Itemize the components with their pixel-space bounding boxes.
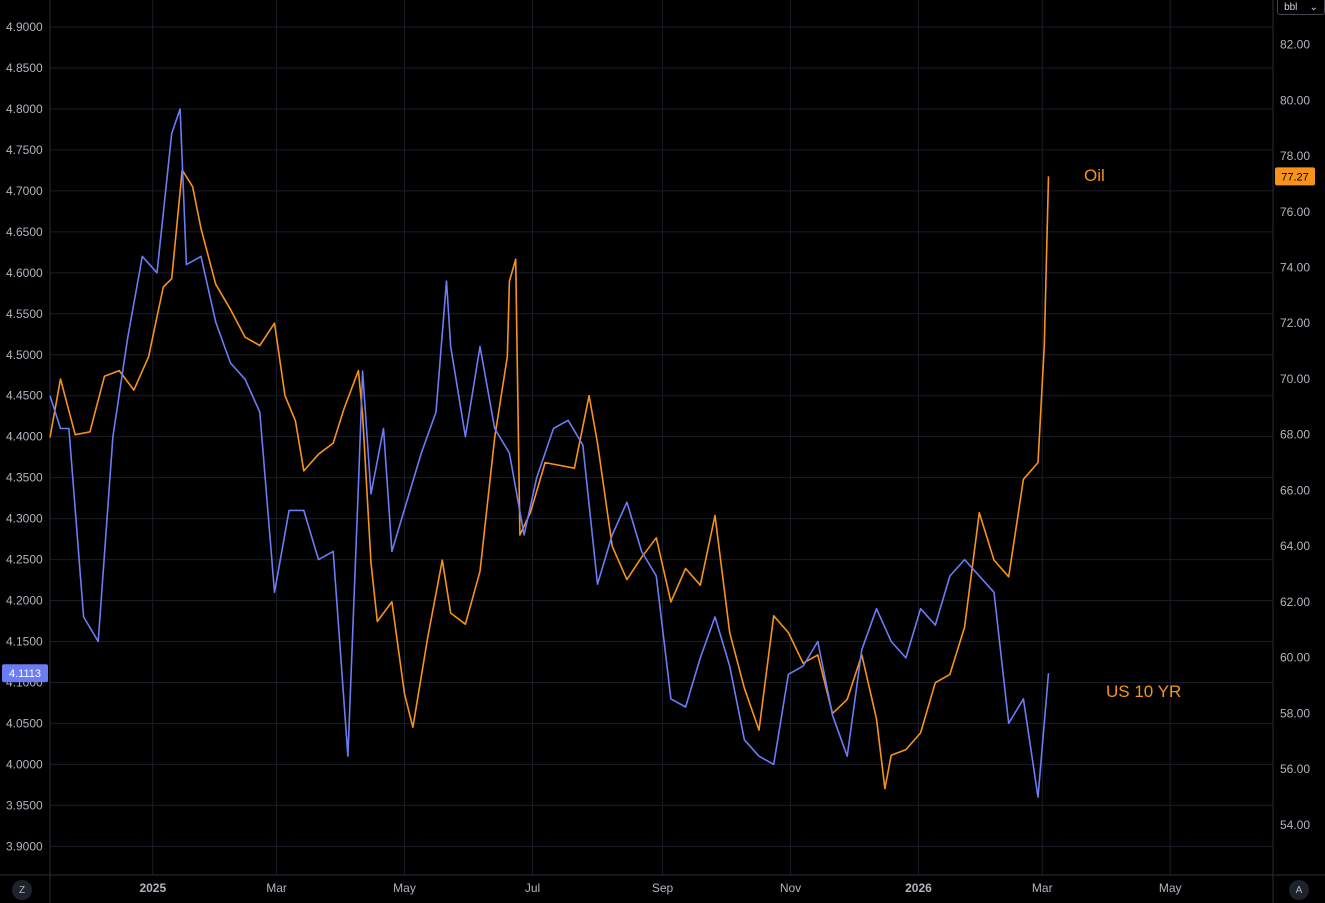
x-tick-label: 2026	[905, 881, 932, 895]
right-tick-label: 68.00	[1280, 428, 1310, 442]
x-tick-label: Jul	[525, 881, 540, 895]
annotations-layer: Oil US 10 YR	[1084, 166, 1181, 701]
right-tick-label: 66.00	[1280, 483, 1310, 497]
x-tick-label: Mar	[266, 881, 287, 895]
left-tick-label: 3.9500	[6, 798, 43, 812]
series-line-us-10-yr	[49, 108, 1050, 799]
right-tick-label: 62.00	[1280, 595, 1310, 609]
right-tick-label: 70.00	[1280, 372, 1310, 386]
right-tick-label: 78.00	[1280, 149, 1310, 163]
right-tick-label: 58.00	[1280, 706, 1310, 720]
plot-background	[50, 0, 1273, 875]
left-tick-label: 4.8000	[6, 102, 43, 116]
series-line-oil	[49, 169, 1050, 790]
unit-selector[interactable]: bbl ⌄	[1277, 0, 1325, 15]
left-tick-label: 4.2500	[6, 553, 43, 567]
left-tick-label: 4.2000	[6, 594, 43, 608]
right-tick-label: 74.00	[1280, 261, 1310, 275]
x-tick-label: May	[393, 881, 416, 895]
left-axis: 3.90003.95004.00004.05004.10004.15004.20…	[6, 20, 43, 853]
left-tick-label: 4.3000	[6, 512, 43, 526]
left-tick-label: 4.0500	[6, 716, 43, 730]
auto-scale-right-button[interactable]: A	[1289, 880, 1309, 900]
x-tick-label: 2025	[139, 881, 166, 895]
left-tick-label: 4.3500	[6, 471, 43, 485]
right-tick-label: 60.00	[1280, 651, 1310, 665]
left-tick-label: 4.7000	[6, 184, 43, 198]
right-tick-label: 54.00	[1280, 818, 1310, 832]
left-tick-label: 4.0000	[6, 757, 43, 771]
right-tick-label: 56.00	[1280, 762, 1310, 776]
right-tick-label: 82.00	[1280, 38, 1310, 52]
right-tick-label: 76.00	[1280, 205, 1310, 219]
annotation-label: US 10 YR	[1106, 682, 1181, 701]
series-layer	[49, 108, 1050, 799]
right-axis: 54.00 56.00 58.00 60.00 62.00 64.00 66.00 68.00…	[1280, 38, 1310, 832]
right-tick-label: 72.00	[1280, 316, 1310, 330]
left-last-value-text: 4.1113	[9, 668, 41, 680]
chevron-down-icon: ⌄	[1309, 1, 1318, 13]
left-tick-label: 4.7500	[6, 143, 43, 157]
x-tick-label: Nov	[780, 881, 801, 895]
left-tick-label: 4.9000	[6, 20, 43, 34]
annotation-label: Oil	[1084, 166, 1105, 185]
last-value-labels: 4.1113 77.27	[2, 167, 1315, 683]
x-axis: 2025 Mar May Jul Sep Nov 2026 Mar May	[139, 881, 1181, 895]
right-last-value-text: 77.27	[1281, 171, 1309, 183]
left-tick-label: 4.5000	[6, 348, 43, 362]
left-tick-label: 4.6000	[6, 266, 43, 280]
left-last-value-badge	[2, 664, 48, 683]
left-tick-label: 3.9000	[6, 839, 43, 853]
left-tick-label: 4.6500	[6, 225, 43, 239]
auto-scale-left-button[interactable]: Z	[12, 880, 32, 900]
right-tick-label: 64.00	[1280, 539, 1310, 553]
left-tick-label: 4.4500	[6, 389, 43, 403]
left-tick-label: 4.8500	[6, 61, 43, 75]
right-last-value-badge	[1275, 167, 1315, 186]
left-tick-label: 4.5500	[6, 307, 43, 321]
x-tick-label: Mar	[1032, 881, 1053, 895]
x-tick-label: May	[1159, 881, 1182, 895]
unit-label: bbl	[1284, 1, 1298, 13]
x-tick-label: Sep	[652, 881, 674, 895]
left-tick-label: 4.4000	[6, 430, 43, 444]
left-tick-label: 4.1500	[6, 635, 43, 649]
right-tick-label: 80.00	[1280, 93, 1310, 107]
